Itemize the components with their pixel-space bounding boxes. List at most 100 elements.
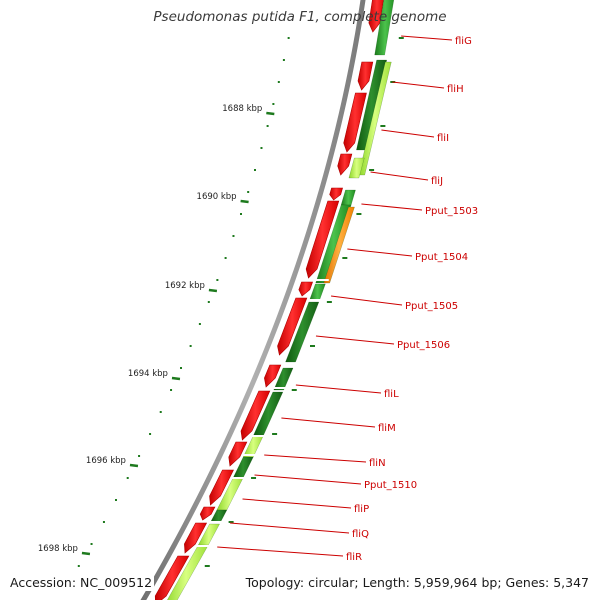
scale-dot — [266, 125, 269, 127]
scale-tick — [240, 199, 249, 204]
gene-gap — [307, 299, 322, 301]
gene-label: fliL — [384, 389, 399, 400]
gene-gap — [242, 454, 257, 456]
scale-dot — [102, 521, 105, 523]
gene-label-line — [381, 129, 435, 138]
outer-tick — [204, 565, 210, 567]
gene-label-line — [315, 335, 395, 345]
gene-label-line — [347, 248, 413, 257]
scale-tick-label: 1698 kbp — [38, 544, 78, 554]
gene-label-line — [370, 171, 429, 181]
outer-tick — [228, 521, 234, 523]
reverse-gene-block — [242, 435, 264, 458]
gene-label: Pput_1506 — [397, 340, 450, 351]
scale-tick-label: 1688 kbp — [222, 104, 262, 114]
scale-dot — [170, 389, 173, 391]
gene-label-line — [392, 81, 445, 89]
scale-dot — [115, 499, 117, 501]
forward-gene-arrow — [343, 92, 367, 153]
gene-gap — [251, 435, 266, 437]
gene-label: fliM — [378, 423, 396, 434]
reverse-gene-block — [309, 283, 326, 301]
gene-label-line — [254, 474, 362, 485]
scale-dot — [138, 455, 141, 457]
reverse-strand-genes — [167, 0, 395, 600]
outer-tick — [326, 301, 332, 303]
outer-tick — [369, 169, 375, 171]
scale-dots — [64, 37, 404, 589]
reverse-gene-block — [323, 206, 355, 284]
outer-tick — [342, 257, 348, 259]
gene-label: Pput_1505 — [405, 301, 458, 312]
outer-tick — [291, 389, 297, 391]
gene-label: fliI — [437, 133, 449, 144]
scale-tick-label: 1694 kbp — [128, 369, 168, 379]
forward-strand-genes — [154, 0, 384, 600]
scale-dot — [272, 103, 275, 105]
forward-gene-arrow — [329, 187, 343, 201]
forward-gene-arrow — [184, 522, 208, 554]
outer-tick — [310, 345, 316, 347]
gene-label: fliQ — [352, 529, 369, 540]
outer-tick — [356, 213, 362, 215]
forward-gene-arrow — [209, 469, 234, 506]
reverse-gene-block — [348, 157, 365, 179]
gene-label-line — [401, 35, 453, 41]
scale-dot — [277, 81, 280, 83]
forward-gene-arrow — [337, 153, 353, 176]
gene-gap — [282, 363, 297, 365]
reverse-gene-block — [340, 189, 356, 206]
forward-gene-arrow — [357, 61, 374, 91]
scale-dot — [216, 279, 219, 281]
gene-label-line — [242, 498, 352, 509]
scale-dot — [287, 37, 290, 39]
map-title: Pseudomonas putida F1, complete genome — [153, 9, 447, 25]
gene-gap — [231, 477, 246, 479]
forward-gene-arrow — [199, 506, 216, 521]
gene-label-line — [217, 546, 344, 557]
gene-label: Pput_1503 — [425, 206, 478, 217]
forward-gene-arrow — [228, 441, 248, 467]
scale-tick — [81, 551, 91, 556]
gene-label: fliG — [455, 36, 472, 47]
scale-dot — [207, 301, 210, 303]
outer-tick — [398, 37, 404, 39]
scale-dot — [189, 345, 192, 347]
scale-dot — [239, 213, 242, 215]
gene-labels: fliG fliH fliI fliJ Pput_1503 Pput_1504 Pput_1… — [346, 36, 478, 563]
forward-gene-arrow — [298, 281, 313, 297]
scale-dot — [282, 59, 285, 61]
gene-label: fliP — [354, 504, 369, 515]
forward-gene-arrow — [368, 0, 384, 33]
gene-gap — [375, 57, 390, 59]
gene-label-line — [230, 522, 350, 534]
scale-tick — [129, 463, 139, 468]
scale-labels: 1688 kbp 1690 kbp 1692 kbp 1694 kbp 1696 kbp… — [38, 104, 262, 554]
gene-label: Pput_1510 — [364, 480, 417, 491]
gene-label-lines — [217, 35, 453, 557]
gene-label-line — [330, 295, 403, 306]
scale-tick — [208, 288, 218, 293]
outer-tick — [251, 477, 257, 479]
scale-dot — [90, 543, 93, 545]
forward-gene-arrow — [277, 297, 308, 356]
scale-dot — [180, 367, 183, 369]
scale-dot — [159, 411, 162, 413]
gene-label-line — [361, 203, 423, 211]
gene-label: fliN — [369, 458, 386, 469]
forward-gene-arrow — [154, 555, 190, 600]
genome-backbone — [140, 0, 366, 600]
scale-dot — [247, 191, 250, 193]
gene-label: fliH — [447, 84, 464, 95]
scale-dot — [198, 323, 201, 325]
forward-gene-arrow — [264, 364, 282, 388]
gene-label: Pput_1504 — [415, 252, 468, 263]
forward-gene-arrow — [240, 390, 271, 441]
scale-tick — [266, 111, 275, 116]
scale-ticks — [81, 111, 275, 556]
scale-dot — [149, 433, 152, 435]
gene-gap — [195, 545, 210, 547]
gene-gap — [208, 521, 223, 523]
forward-gene-arrow — [305, 200, 340, 279]
